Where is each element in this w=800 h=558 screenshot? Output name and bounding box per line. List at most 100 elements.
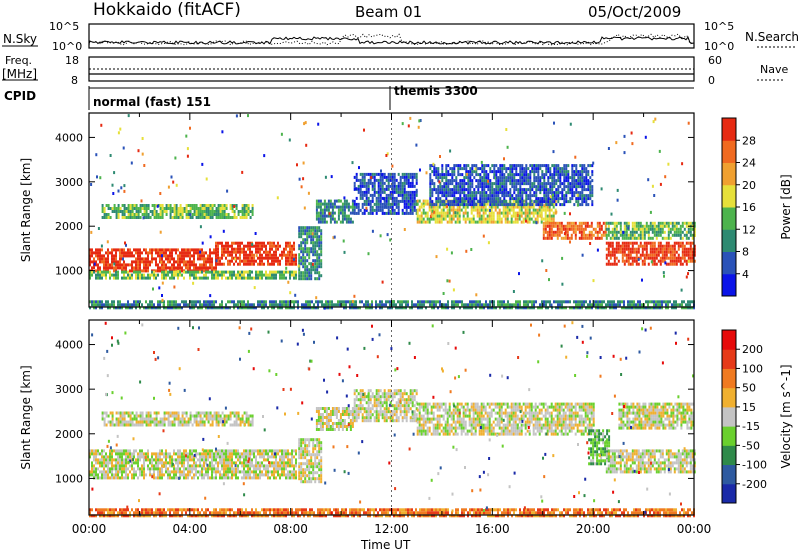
y-tick-label: 4000 — [55, 131, 83, 144]
y-tick-label: 3000 — [55, 176, 83, 189]
colorbar-tick-label: 24 — [742, 157, 756, 170]
colorbar-tick-label: 50 — [742, 382, 756, 395]
colorbar-tick-label: 4 — [742, 268, 749, 281]
echo-region — [618, 403, 694, 430]
echo-region — [316, 200, 354, 224]
echo-region — [89, 248, 217, 272]
freq-panel — [89, 57, 694, 81]
velocity-echoes — [89, 389, 696, 517]
echo-region — [102, 204, 254, 219]
station-title: Hokkaido (fitACF) — [93, 0, 241, 20]
x-tick-label: 00:00 — [677, 522, 712, 536]
colorbar-swatch — [722, 388, 736, 408]
colorbar-swatch — [722, 445, 736, 465]
colorbar-swatch — [722, 185, 736, 208]
nave-tick-bottom: 0 — [708, 74, 715, 87]
y-tick-label: 2000 — [55, 220, 83, 233]
freq-unit-label: [MHz] — [2, 67, 37, 81]
colorbar-tick-label: 100 — [742, 362, 763, 375]
colorbar-tick-label: -100 — [742, 459, 767, 472]
echo-region — [298, 226, 322, 280]
colorbar-swatch — [722, 484, 736, 504]
colorbar-tick-label: 8 — [742, 246, 749, 259]
echo-region — [606, 222, 696, 240]
colorbar-tick-label: 28 — [742, 134, 756, 147]
colorbar-swatch — [722, 207, 736, 230]
velocity-panel: 1000 2000 3000 4000 Slant Range [km] — [19, 320, 696, 517]
y-tick-label: 3000 — [55, 383, 83, 396]
nsky-trace — [89, 34, 694, 45]
colorbar-swatch — [722, 163, 736, 186]
colorbar-tick-label: -50 — [742, 439, 760, 452]
x-tick-label: 08:00 — [273, 522, 308, 536]
echo-region — [417, 403, 595, 436]
colorbar-tick-label: -15 — [742, 420, 760, 433]
cpid-segment-normal: normal (fast) 151 — [93, 95, 211, 109]
colorbar-tick-label: 200 — [742, 343, 763, 356]
echo-region — [316, 407, 354, 431]
echo-region — [89, 449, 297, 479]
y-tick-label: 4000 — [55, 339, 83, 352]
x-tick-labels: 00:00 04:00 08:00 12:00 16:00 20:00 00:00 — [72, 522, 712, 536]
echo-region — [606, 449, 696, 473]
colorbar-swatch — [722, 140, 736, 163]
nsearch-tick-top: 10^5 — [704, 20, 734, 33]
echo-region — [215, 242, 297, 266]
x-axis-label: Time UT — [360, 538, 411, 552]
nsky-label: N.Sky — [3, 32, 37, 46]
colorbar-tick-label: 20 — [742, 179, 756, 192]
colorbar-tick-label: 15 — [742, 401, 756, 414]
echo-region — [102, 412, 254, 427]
freq-tick-top: 18 — [65, 54, 79, 67]
nsky-tick-top: 10^5 — [49, 20, 79, 33]
colorbar-swatch — [722, 426, 736, 446]
y-axis-label: Slant Range [km] — [19, 365, 33, 469]
freq-label: Freq. — [5, 54, 32, 67]
echo-region — [354, 173, 418, 215]
y-tick-label: 1000 — [55, 265, 83, 278]
colorbar-title: Power [dB] — [779, 174, 793, 239]
beam-title: Beam 01 — [355, 3, 422, 21]
echo-region — [588, 429, 610, 465]
colorbar-swatch — [722, 368, 736, 388]
colorbar-swatch — [722, 274, 736, 297]
cpid-segment-themis: themis 3300 — [394, 84, 478, 98]
colorbar-swatch — [722, 349, 736, 369]
x-tick-label: 04:00 — [173, 522, 208, 536]
echo-region — [89, 271, 297, 280]
colorbar-title: Velocity [m s^-1] — [779, 364, 793, 468]
y-tick-label: 1000 — [55, 472, 83, 485]
colorbar-swatch — [722, 229, 736, 252]
nsky-line — [89, 37, 694, 44]
nsearch-tick-bottom: 10^0 — [704, 40, 734, 53]
cpid-label: CPID — [4, 89, 36, 103]
colorbar-tick-label: 16 — [742, 201, 756, 214]
y-axis-label: Slant Range [km] — [19, 158, 33, 262]
nsky-tick-bottom: 10^0 — [52, 40, 82, 53]
colorbar-tick-label: 12 — [742, 223, 756, 236]
colorbar-swatch — [722, 252, 736, 275]
power-colorbar: 28 24 20 16 12 8 4 Power [dB] — [722, 118, 793, 297]
echo-region — [298, 438, 322, 483]
x-tick-label: 20:00 — [576, 522, 611, 536]
power-echoes — [89, 164, 696, 309]
date-title: 05/Oct/2009 — [588, 3, 681, 21]
nsky-panel — [89, 24, 694, 48]
colorbar-tick-label: -200 — [742, 478, 767, 491]
nsearch-line — [89, 34, 693, 45]
power-panel: 1000 2000 3000 4000 Slant Range [km] — [19, 113, 696, 310]
colorbar-swatch — [722, 118, 736, 141]
colorbar-swatch — [722, 407, 736, 427]
nsearch-label: N.Search — [745, 30, 799, 44]
velocity-colorbar: 200 100 50 15 -15 -50 -100 -200 Velocity [m s^-1… — [722, 330, 793, 504]
x-tick-label: 00:00 — [72, 522, 107, 536]
y-tick-label: 2000 — [55, 428, 83, 441]
nave-tick-top: 60 — [708, 54, 722, 67]
colorbar-swatch — [722, 465, 736, 485]
nave-label: Nave — [760, 63, 788, 76]
x-tick-label: 12:00 — [374, 522, 409, 536]
colorbar-swatch — [722, 330, 736, 350]
x-tick-label: 16:00 — [475, 522, 510, 536]
